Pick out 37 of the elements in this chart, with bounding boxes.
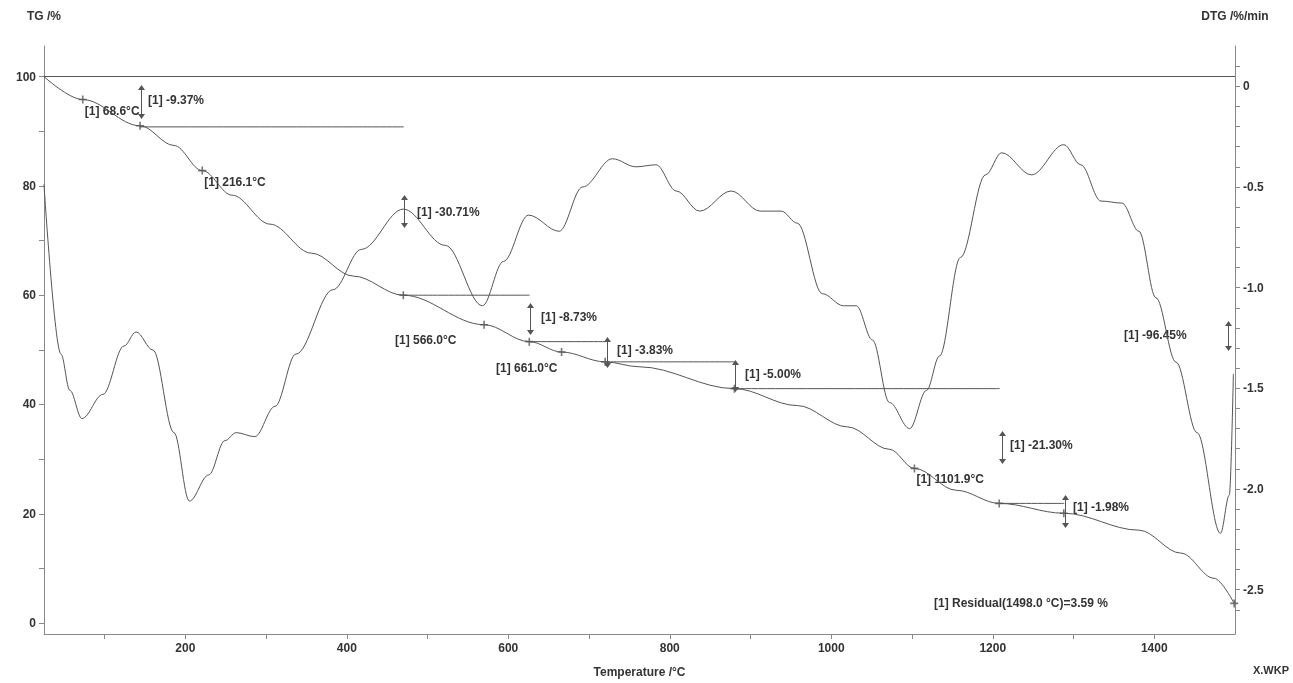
y-tick-label: 40 bbox=[22, 397, 37, 412]
x-tick-label: 200 bbox=[175, 641, 196, 655]
annotation: [1] 566.0°C bbox=[395, 333, 457, 347]
annotation: [1] -1.98% bbox=[1073, 500, 1130, 514]
text: X.WKP bbox=[1252, 663, 1290, 676]
annotation: [1] -3.83% bbox=[617, 343, 674, 357]
y2-tick-label: -0.5 bbox=[1243, 179, 1264, 194]
y2-tick-label: -2.5 bbox=[1243, 582, 1264, 597]
y-axis-title: TG /% bbox=[26, 9, 62, 23]
x-tick-label: 800 bbox=[659, 641, 681, 655]
y2-tick-label: -1.0 bbox=[1243, 280, 1264, 295]
annotation: [1] Residual(1498.0 °C)=3.59 % bbox=[934, 596, 1109, 610]
annotation: [1] 68.6°C bbox=[84, 103, 140, 118]
annotation: [1] -9.37% bbox=[148, 93, 205, 107]
annotation: [1] 661.0°C bbox=[496, 361, 558, 375]
annotation: [1] -30.71% bbox=[417, 205, 481, 219]
annotation: [1] -96.45% bbox=[1124, 328, 1188, 342]
x-tick-label: 1400 bbox=[1140, 641, 1168, 655]
x-tick-label: 1000 bbox=[817, 641, 845, 655]
y2-axis-title: DTG /%/min bbox=[1201, 9, 1269, 23]
annotation: [1] 216.1°C bbox=[204, 174, 267, 189]
annotation: [1] -5.00% bbox=[745, 367, 802, 381]
y-tick-label: 60 bbox=[22, 288, 37, 303]
x-tick-label: 600 bbox=[498, 641, 519, 655]
x-axis-title: Temperature /°C bbox=[593, 665, 686, 679]
x-tick-label: 1200 bbox=[979, 641, 1007, 655]
y-tick-label: 0 bbox=[29, 616, 37, 631]
y2-tick-label: 0 bbox=[1243, 79, 1250, 94]
x-tick-label: 400 bbox=[336, 641, 358, 655]
annotation: [1] -21.30% bbox=[1010, 438, 1074, 452]
y-tick-label: 100 bbox=[15, 69, 37, 84]
annotation: [1] 1101.9°C bbox=[916, 472, 985, 487]
y2-tick-label: -1.5 bbox=[1243, 381, 1264, 396]
y-tick-label: 20 bbox=[22, 506, 37, 521]
y2-tick-label: -2.0 bbox=[1243, 482, 1264, 497]
y-tick-label: 80 bbox=[22, 178, 37, 193]
annotation: [1] -8.73% bbox=[541, 310, 598, 324]
